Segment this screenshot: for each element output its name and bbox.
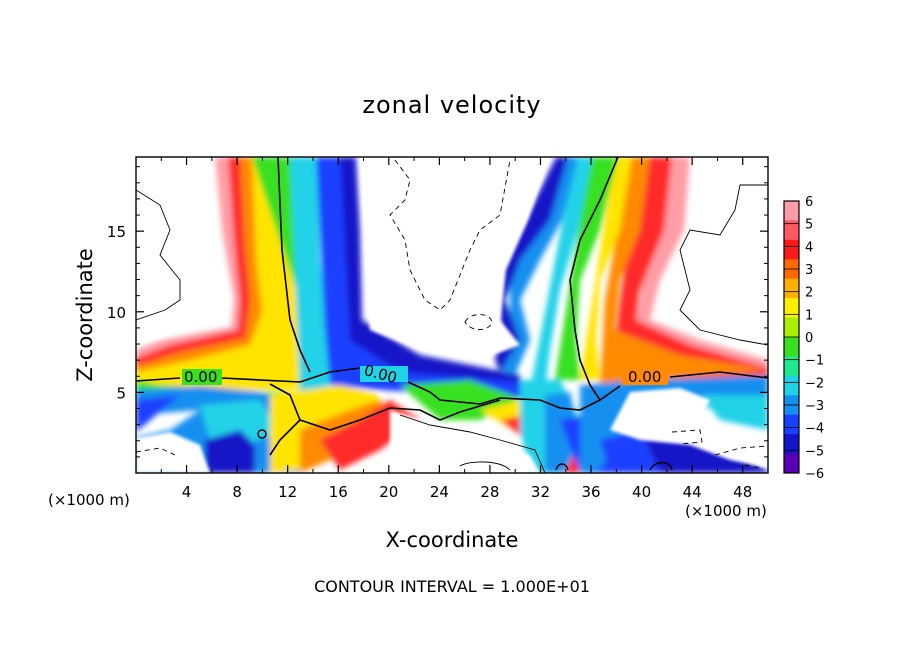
colorbar-label: 1 xyxy=(805,308,813,323)
contour-label-3: 0.00 xyxy=(628,368,661,386)
white-pocket-low-center xyxy=(390,410,540,473)
colorbar: 6 5 4 3 2 1 0 −1 −2 −3 −4 −5 −6 xyxy=(783,195,824,482)
x-tick-label: 16 xyxy=(329,483,348,501)
colorbar-swatch xyxy=(784,298,799,319)
x-tick-label: 12 xyxy=(278,483,297,501)
negative-contour-right-edge xyxy=(744,464,761,469)
x-axis-label: X-coordinate xyxy=(386,528,519,552)
x-tick-label: 4 xyxy=(182,483,192,501)
right-plume-blue xyxy=(500,157,578,375)
positive-contour-low-ellipse xyxy=(459,461,511,471)
x-tick-label: 48 xyxy=(733,483,752,501)
x-tick-label: 20 xyxy=(379,483,398,501)
colorbar-label: 3 xyxy=(805,263,813,278)
contour-label-bg-1 xyxy=(182,369,222,385)
y-axis: 5 10 15 xyxy=(107,166,768,458)
small-contour-loop xyxy=(257,429,267,439)
contour-label-bg-3 xyxy=(622,369,668,385)
colorbar-label: −6 xyxy=(805,467,824,482)
small-contour-loop-3 xyxy=(555,463,569,471)
white-pocket-low-left xyxy=(136,432,210,473)
colorbar-label: −5 xyxy=(805,444,824,459)
colorbar-swatch xyxy=(784,414,799,435)
right-plume-navy xyxy=(495,157,568,372)
y-axis-label: Z-coordinate xyxy=(73,248,97,382)
y-tick-label: 5 xyxy=(116,384,126,402)
colorbar-label: −3 xyxy=(805,399,824,414)
colorbar-swatch xyxy=(784,239,799,260)
colorbar-swatch xyxy=(784,434,799,455)
colorbar-swatch xyxy=(784,356,799,377)
contour-interval-footer: CONTOUR INTERVAL = 1.000E+01 xyxy=(314,577,590,596)
x-axis: 4 8 12 16 20 24 28 32 36 40 44 48 xyxy=(160,157,752,501)
right-plume-yellow xyxy=(580,157,632,380)
chart-title: zonal velocity xyxy=(362,91,541,119)
left-plume-cyan xyxy=(290,157,380,395)
white-pocket-upper-right xyxy=(670,157,768,352)
colorbar-swatch xyxy=(784,220,799,241)
contour-label-bg-2 xyxy=(360,366,408,382)
left-low-navy-2 xyxy=(205,430,270,473)
colorbar-swatch xyxy=(784,278,799,299)
zero-contour xyxy=(136,367,768,411)
y-tick-label: 10 xyxy=(107,304,126,322)
colorbar-label: 5 xyxy=(805,218,813,233)
white-pocket-low-right xyxy=(610,388,768,468)
white-pocket-upper-center xyxy=(360,157,550,360)
right-plume-orange xyxy=(600,157,768,385)
positive-contour-low-center xyxy=(399,414,546,473)
right-low-blue-2 xyxy=(600,430,660,473)
right-plume-red xyxy=(610,157,768,388)
colorbar-label: −1 xyxy=(805,354,824,369)
white-pocket-upper-left xyxy=(136,157,222,345)
negative-contour-small-loop xyxy=(464,314,493,330)
x-tick-label: 40 xyxy=(632,483,651,501)
plot-frame xyxy=(135,156,769,474)
x-unit-label-right: (×1000 m) xyxy=(685,502,767,520)
colorbar-swatch xyxy=(784,201,799,221)
positive-contour-upper-right xyxy=(679,184,768,346)
right-low-cyan xyxy=(700,395,768,430)
right-plume-cyan xyxy=(530,157,592,390)
colorbar-label: 6 xyxy=(805,195,813,210)
contour-lines xyxy=(136,157,768,473)
x-tick-label: 36 xyxy=(581,483,600,501)
x-tick-label: 44 xyxy=(683,483,702,501)
colorbar-swatch xyxy=(784,337,799,357)
small-contour-loop-2 xyxy=(649,461,673,471)
zero-contour-lower xyxy=(299,399,501,431)
colorbar-label: −4 xyxy=(805,422,824,437)
x-unit-label-left: (×1000 m) xyxy=(48,491,130,509)
colorbar-swatch xyxy=(784,317,799,338)
x-tick-label: 32 xyxy=(531,483,550,501)
x-tick-label: 24 xyxy=(430,483,449,501)
zero-contour-right-plume xyxy=(569,157,619,401)
negative-contour-upper xyxy=(389,159,511,311)
x-tick-label: 8 xyxy=(232,483,242,501)
left-low-navy xyxy=(136,395,180,432)
contour-label-1: 0.00 xyxy=(184,368,217,386)
y-tick-label: 15 xyxy=(107,223,126,241)
colorbar-label: 2 xyxy=(805,286,813,301)
right-plume-green xyxy=(555,157,618,380)
colorbar-label: −2 xyxy=(805,376,824,391)
velocity-field: 0.00 0.00 0.00 xyxy=(136,157,768,473)
x-tick-label: 28 xyxy=(480,483,499,501)
left-plume-yellow xyxy=(136,157,300,390)
positive-contour-upper-left xyxy=(136,189,181,321)
center-low-blue xyxy=(545,392,580,473)
colorbar-swatch xyxy=(784,453,799,474)
colorbar-label: 4 xyxy=(805,240,813,255)
colorbar-swatch xyxy=(784,375,799,396)
colorbar-label: 0 xyxy=(805,331,813,346)
